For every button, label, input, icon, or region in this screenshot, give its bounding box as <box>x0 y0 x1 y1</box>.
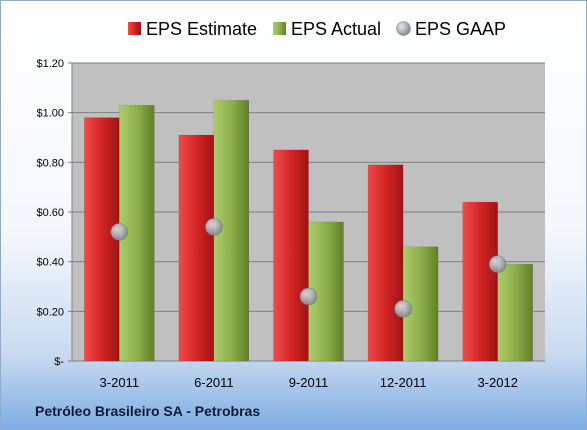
bar-eps-estimate <box>273 149 309 362</box>
plot-area: $- $0.20 $0.40 $0.60 $0.80 $1.00 $1.20 3-2011 6-… <box>36 58 545 390</box>
legend-label: EPS Actual <box>291 19 381 39</box>
bar-eps-estimate <box>367 164 404 362</box>
bar-eps-estimate <box>462 201 498 362</box>
y-tick-label: $1.00 <box>36 108 64 120</box>
bar-eps-actual <box>497 263 533 362</box>
legend-swatch-eps-actual <box>273 22 286 35</box>
x-tick-label: 3-2012 <box>477 375 517 390</box>
y-tick-label: $0.80 <box>36 157 64 169</box>
x-tick-label: 12-2011 <box>380 375 427 390</box>
company-name: Petróleo Brasileiro SA - Petrobras <box>35 403 261 419</box>
bar-eps-estimate <box>178 134 215 362</box>
x-tick-label: 9-2011 <box>289 375 329 390</box>
y-tick-label: $- <box>54 356 64 368</box>
y-tick-label: $0.40 <box>36 257 64 269</box>
legend-swatch-eps-gaap <box>396 21 411 36</box>
x-tick-label: 6-2011 <box>194 375 234 390</box>
y-tick-label: $0.60 <box>36 207 64 219</box>
y-tick-label: $1.20 <box>36 58 64 70</box>
point-eps-gaap <box>394 300 412 318</box>
point-eps-gaap <box>488 255 507 273</box>
legend-label: EPS GAAP <box>415 19 506 39</box>
point-eps-gaap <box>299 287 318 306</box>
legend: EPS Estimate EPS Actual EPS GAAP <box>128 19 506 39</box>
y-tick-label: $0.20 <box>36 306 64 318</box>
legend-label: EPS Estimate <box>146 19 257 39</box>
x-tick-label: 3-2011 <box>100 375 140 390</box>
legend-swatch-eps-estimate <box>128 22 141 35</box>
bar-eps-estimate <box>84 117 120 362</box>
point-eps-gaap <box>205 218 223 236</box>
point-eps-gaap <box>110 223 129 241</box>
